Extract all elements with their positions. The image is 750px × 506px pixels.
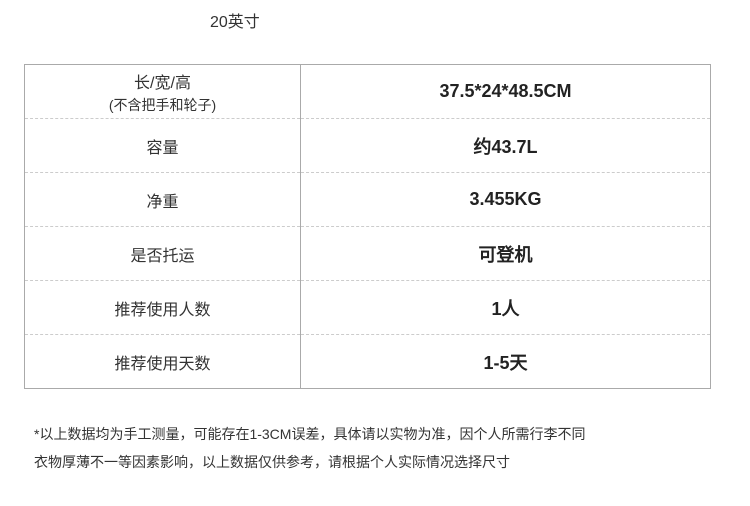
spec-value: 1-5天: [483, 352, 528, 373]
disclaimer-note: *以上数据均为手工测量，可能存在1-3CM误差，具体请以实物为准，因个人所需行李…: [34, 420, 734, 476]
note-line: *以上数据均为手工测量，可能存在1-3CM误差，具体请以实物为准，因个人所需行李…: [34, 426, 586, 442]
table-row: 推荐使用人数 1人: [24, 280, 711, 335]
spec-table: 长/宽/高 (不含把手和轮子) 37.5*24*48.5CM 容量 约43.7L…: [24, 64, 711, 389]
table-row: 净重 3.455KG: [24, 172, 711, 227]
size-title: 20英寸: [210, 14, 260, 31]
spec-label: 推荐使用天数: [24, 334, 301, 389]
table-row: 是否托运 可登机: [24, 226, 711, 281]
table-row: 推荐使用天数 1-5天: [24, 334, 711, 389]
spec-value: 3.455KG: [300, 172, 711, 227]
spec-value: 约43.7L: [300, 118, 711, 173]
spec-label-text: 长/宽/高: [134, 74, 191, 92]
spec-value: 可登机: [300, 226, 711, 281]
table-row: 容量 约43.7L: [24, 118, 711, 173]
spec-sublabel: (不含把手和轮子): [108, 96, 217, 113]
note-line: 衣物厚薄不一等因素影响，以上数据仅供参考，请根据个人实际情况选择尺寸: [34, 454, 510, 470]
spec-label: 容量: [24, 118, 301, 173]
spec-label: 是否托运: [24, 226, 301, 281]
spec-label: 净重: [24, 172, 301, 227]
table-row: 长/宽/高 (不含把手和轮子) 37.5*24*48.5CM: [24, 64, 711, 119]
spec-label: 长/宽/高 (不含把手和轮子): [24, 64, 301, 119]
spec-value: 37.5*24*48.5CM: [300, 64, 711, 119]
spec-label: 推荐使用人数: [24, 280, 301, 335]
spec-value: 1人: [300, 280, 711, 335]
